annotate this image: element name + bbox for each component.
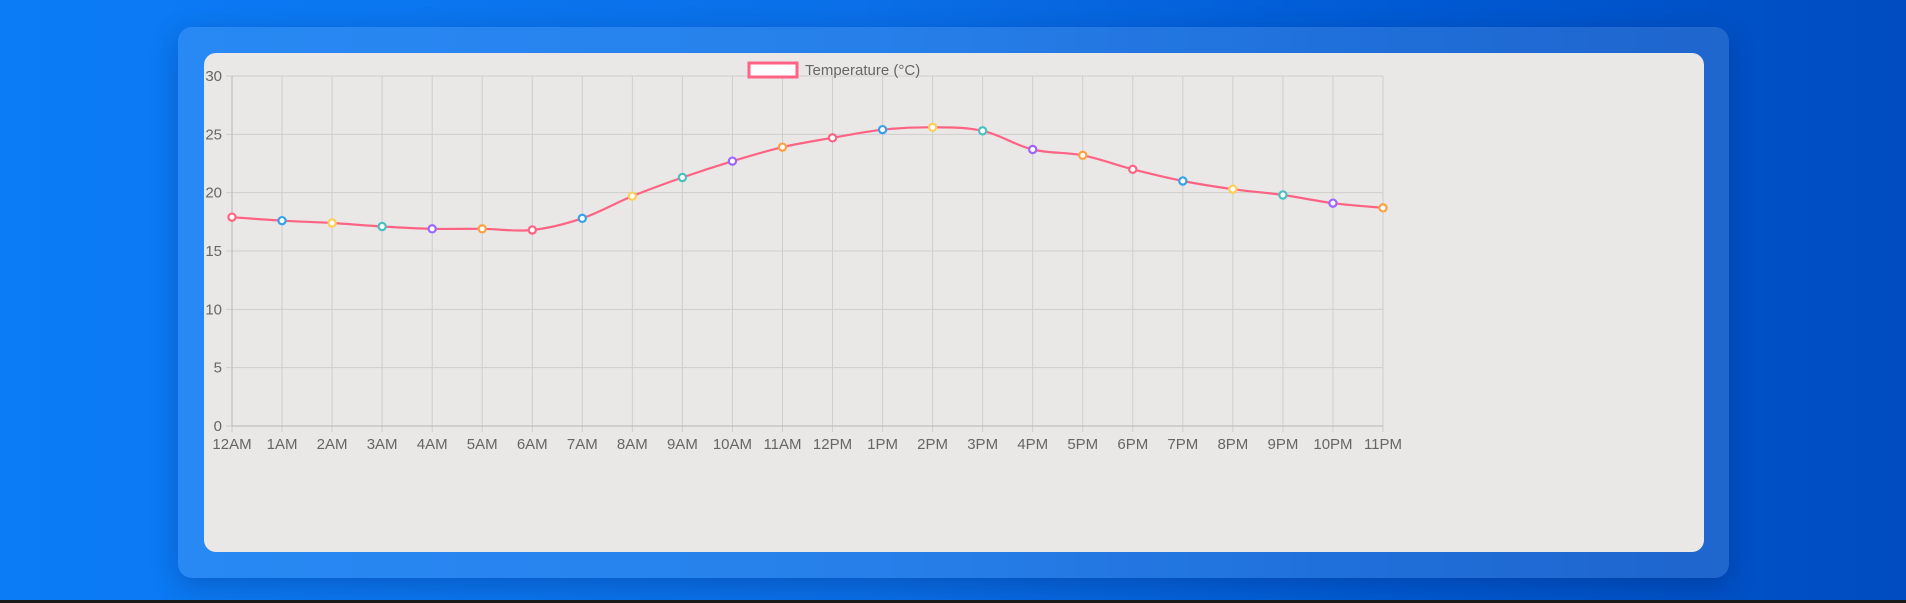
legend-swatch[interactable] xyxy=(747,61,799,79)
data-point-11AM[interactable] xyxy=(777,142,788,152)
x-tick-label-11PM: 11PM xyxy=(1364,436,1402,453)
axes xyxy=(231,76,1383,427)
data-point-5PM[interactable] xyxy=(1078,150,1088,161)
data-point-3PM[interactable] xyxy=(977,126,988,136)
x-tick-label-9PM: 9PM xyxy=(1267,436,1298,453)
temperature-chart-card: 0 5 10 15 20 25 30 12AM 1AM 2AM 3AM 4AM 5AM 6AM 7AM 8A… xyxy=(204,53,1704,552)
y-tick-label-15: 15 xyxy=(205,243,222,260)
bottom-edge-strip xyxy=(0,600,1906,603)
y-tick-label-10: 10 xyxy=(205,301,222,318)
x-tick-label-9AM: 9AM xyxy=(667,436,698,453)
x-tick-label-8AM: 8AM xyxy=(617,436,648,453)
data-point-9PM[interactable] xyxy=(1278,190,1288,200)
x-tick-label-10PM: 10PM xyxy=(1313,436,1352,453)
x-tick-label-7AM: 7AM xyxy=(567,436,598,453)
x-tick-label-8PM: 8PM xyxy=(1217,436,1248,453)
data-point-3AM[interactable] xyxy=(377,221,387,232)
x-tick-label-6PM: 6PM xyxy=(1117,436,1148,453)
x-tick-label-7PM: 7PM xyxy=(1167,436,1198,453)
data-point-8AM[interactable] xyxy=(627,191,638,201)
temperature-points[interactable] xyxy=(227,122,1388,235)
y-tick-label-5: 5 xyxy=(214,360,222,377)
y-tick-label-30: 30 xyxy=(205,68,222,85)
x-tick-label-4AM: 4AM xyxy=(417,436,448,453)
y-axis-ticks: 0 5 10 15 20 25 30 xyxy=(205,68,222,435)
x-tick-label-11AM: 11AM xyxy=(763,436,801,453)
temperature-series xyxy=(231,126,1384,232)
temperature-line xyxy=(231,126,1384,232)
grid-lines xyxy=(226,75,1384,432)
temperature-line-chart: 0 5 10 15 20 25 30 12AM 1AM 2AM 3AM 4AM 5AM 6AM 7AM 8A… xyxy=(205,61,1402,453)
data-point-4AM[interactable] xyxy=(427,224,437,234)
data-point-6AM[interactable] xyxy=(527,225,537,235)
x-tick-label-2PM: 2PM xyxy=(917,436,948,453)
x-tick-label-1PM: 1PM xyxy=(867,436,898,453)
data-point-2AM[interactable] xyxy=(327,218,337,228)
data-point-2PM[interactable] xyxy=(927,122,938,133)
x-tick-label-4PM: 4PM xyxy=(1017,436,1048,453)
data-point-10AM[interactable] xyxy=(727,156,738,166)
y-tick-label-0: 0 xyxy=(214,418,222,435)
x-tick-label-12AM: 12AM xyxy=(212,436,251,453)
x-axis-ticks: 12AM 1AM 2AM 3AM 4AM 5AM 6AM 7AM 8AM 9AM 10AM 11AM 1… xyxy=(212,436,1402,453)
x-tick-label-10AM: 10AM xyxy=(713,436,752,453)
x-tick-label-1AM: 1AM xyxy=(267,436,298,453)
data-point-5AM[interactable] xyxy=(477,224,487,234)
data-point-4PM[interactable] xyxy=(1027,144,1038,155)
data-point-8PM[interactable] xyxy=(1228,184,1238,194)
x-tick-label-5AM: 5AM xyxy=(467,436,498,453)
data-point-6PM[interactable] xyxy=(1128,164,1138,175)
y-tick-label-25: 25 xyxy=(205,126,222,143)
data-point-10PM[interactable] xyxy=(1328,198,1338,208)
x-tick-label-6AM: 6AM xyxy=(517,436,548,453)
data-point-11PM[interactable] xyxy=(1378,203,1388,213)
data-point-9AM[interactable] xyxy=(677,172,688,183)
x-tick-label-12PM: 12PM xyxy=(813,436,852,453)
data-point-12AM[interactable] xyxy=(227,212,237,222)
legend[interactable]: Temperature (°C) xyxy=(747,61,920,79)
data-point-7AM[interactable] xyxy=(577,213,588,224)
data-point-7PM[interactable] xyxy=(1178,176,1188,186)
x-tick-label-2AM: 2AM xyxy=(317,436,348,453)
legend-label[interactable]: Temperature (°C) xyxy=(805,62,920,79)
data-point-12PM[interactable] xyxy=(827,133,838,143)
x-tick-label-3AM: 3AM xyxy=(367,436,398,453)
x-tick-label-5PM: 5PM xyxy=(1067,436,1098,453)
data-point-1AM[interactable] xyxy=(277,215,287,226)
data-point-1PM[interactable] xyxy=(877,124,888,135)
x-tick-label-3PM: 3PM xyxy=(967,436,998,453)
y-tick-label-20: 20 xyxy=(205,185,222,202)
